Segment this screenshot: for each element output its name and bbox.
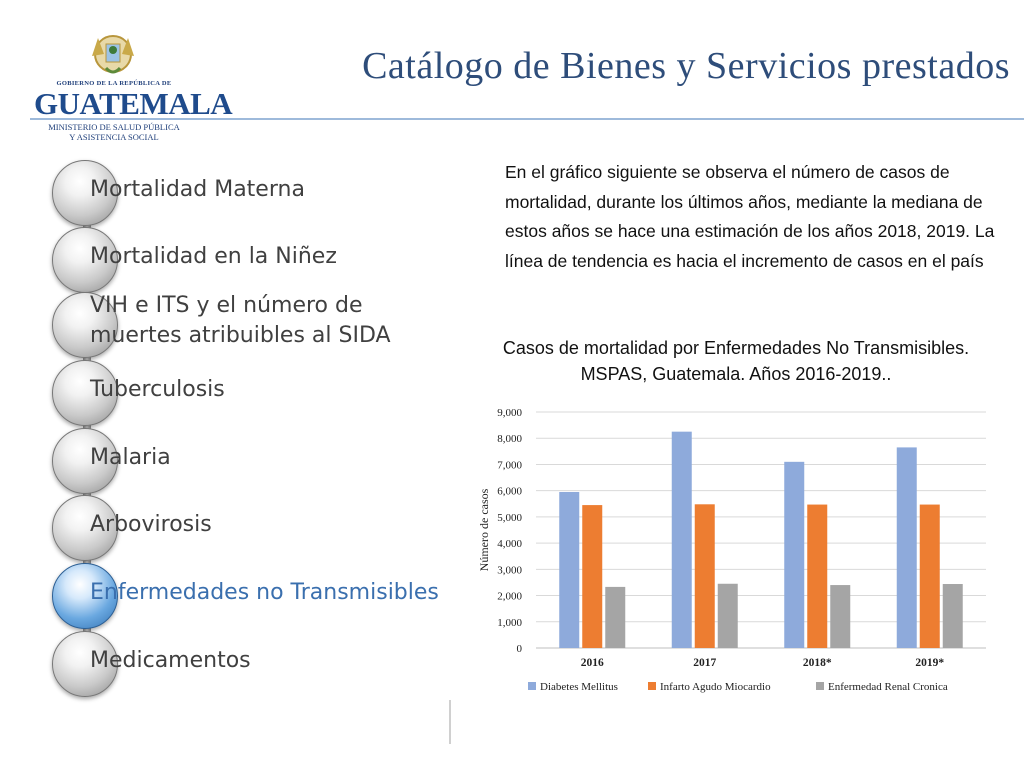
bullet-sphere-icon xyxy=(52,227,118,293)
government-label: GOBIERNO DE LA REPÚBLICA DE xyxy=(56,80,172,87)
bullet-sphere-icon xyxy=(52,292,118,358)
ministry-name-line2: Y ASISTENCIA SOCIAL xyxy=(69,132,159,142)
y-tick-label: 8,000 xyxy=(497,433,522,445)
bar-diabetes-mellitus xyxy=(559,491,580,648)
bar-enfermedad-renal-cronica xyxy=(830,585,851,648)
x-tick-label: 2019* xyxy=(915,657,944,669)
bar-enfermedad-renal-cronica xyxy=(717,583,738,648)
bar-infarto-agudo-miocardio xyxy=(919,504,940,648)
menu-item-label: Mortalidad Materna xyxy=(90,177,305,202)
bar-diabetes-mellitus xyxy=(896,447,917,648)
y-tick-label: 3,000 xyxy=(497,564,522,576)
legend-swatch xyxy=(528,682,536,690)
x-tick-label: 2017 xyxy=(693,657,716,669)
bar-diabetes-mellitus xyxy=(784,461,805,648)
menu-item-label: Mortalidad en la Niñez xyxy=(90,244,337,269)
y-tick-label: 0 xyxy=(517,643,523,655)
bar-infarto-agudo-miocardio xyxy=(582,505,603,648)
decorative-divider xyxy=(449,700,451,744)
coat-of-arms-icon xyxy=(92,35,134,74)
menu-item-vih-its[interactable]: VIH e ITS y el número de muertes atribui… xyxy=(50,292,470,358)
legend-swatch xyxy=(648,682,656,690)
mortality-bar-chart: 0 1,000 2,000 3,000 4,000 5,000 6,000 7,000 8,00… xyxy=(477,407,986,693)
bullet-sphere-icon xyxy=(52,495,118,561)
menu-item-mortalidad-ninez[interactable]: Mortalidad en la Niñez xyxy=(50,227,470,293)
bullet-sphere-icon xyxy=(52,428,118,494)
x-tick-label: 2018* xyxy=(803,657,832,669)
y-tick-label: 2,000 xyxy=(497,591,522,603)
menu-item-mortalidad-materna[interactable]: Mortalidad Materna xyxy=(50,160,470,226)
x-tick-label: 2016 xyxy=(581,657,604,669)
chart-title-line1: Casos de mortalidad por Enfermedades No … xyxy=(502,338,970,358)
menu-item-malaria[interactable]: Malaria xyxy=(50,428,470,494)
menu-item-medicamentos[interactable]: Medicamentos xyxy=(50,631,470,697)
menu-item-label: Medicamentos xyxy=(90,648,251,673)
bar-infarto-agudo-miocardio xyxy=(694,504,715,648)
ministry-name-line1: MINISTERIO DE SALUD PÚBLICA xyxy=(48,122,180,132)
country-name: GUATEMALA xyxy=(34,86,233,121)
menu-item-arbovirosis[interactable]: Arbovirosis xyxy=(50,495,470,561)
chart-description: En el gráfico siguiente se observa el nú… xyxy=(505,162,995,271)
y-tick-label: 1,000 xyxy=(497,617,522,629)
chart-title-line2: MSPAS, Guatemala. Años 2016-2019.. xyxy=(580,364,892,384)
bar-enfermedad-renal-cronica xyxy=(605,586,626,648)
bullet-sphere-icon xyxy=(52,360,118,426)
legend-label: Diabetes Mellitus xyxy=(540,681,618,693)
y-tick-label: 4,000 xyxy=(497,538,522,550)
menu-item-label: Enfermedades no Transmisibles xyxy=(90,580,439,605)
bar-infarto-agudo-miocardio xyxy=(807,504,828,648)
bar-diabetes-mellitus xyxy=(671,431,692,648)
bar-enfermedad-renal-cronica xyxy=(942,584,963,648)
menu-item-tuberculosis[interactable]: Tuberculosis xyxy=(50,360,470,426)
menu-item-label: Malaria xyxy=(90,445,171,470)
menu-item-enfermedades-no-transmisibles[interactable]: Enfermedades no Transmisibles xyxy=(50,563,470,629)
menu-item-label-line1: VIH e ITS y el número de xyxy=(90,293,363,318)
topic-menu: Mortalidad Materna Mortalidad en la Niñe… xyxy=(50,160,470,700)
legend-swatch xyxy=(816,682,824,690)
bullet-sphere-active-icon xyxy=(52,563,118,629)
y-tick-label: 9,000 xyxy=(497,407,522,419)
y-tick-label: 7,000 xyxy=(497,459,522,471)
menu-item-label: VIH e ITS y el número de muertes atribui… xyxy=(90,291,391,351)
bullet-sphere-icon xyxy=(52,160,118,226)
legend-label: Enfermedad Renal Cronica xyxy=(828,681,948,693)
header-divider xyxy=(30,118,1024,120)
y-tick-label: 6,000 xyxy=(497,486,522,498)
menu-item-label-line2: muertes atribuibles al SIDA xyxy=(90,323,391,348)
ministry-logo: GOBIERNO DE LA REPÚBLICA DE GUATEMALA MI… xyxy=(34,26,233,146)
bullet-sphere-icon xyxy=(52,631,118,697)
y-tick-label: 5,000 xyxy=(497,512,522,524)
y-axis-label: Número de casos xyxy=(477,488,491,571)
menu-item-label: Arbovirosis xyxy=(90,512,212,537)
legend-label: Infarto Agudo Miocardio xyxy=(660,681,771,693)
slide-title: Catálogo de Bienes y Servicios prestados xyxy=(362,45,1010,87)
menu-item-label: Tuberculosis xyxy=(90,377,225,402)
